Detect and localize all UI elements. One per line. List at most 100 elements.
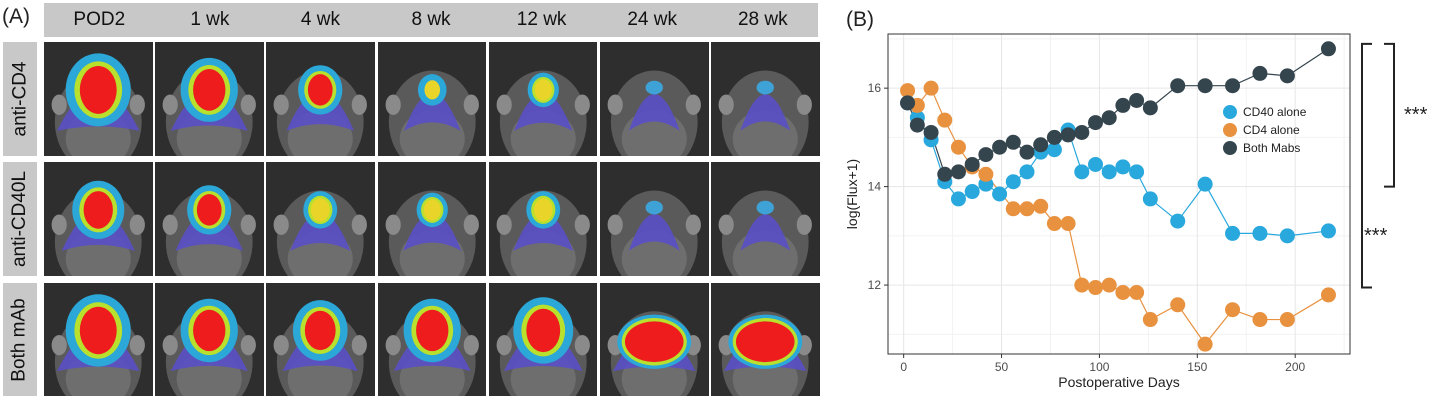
flux-chart: (B) 0 50 100 150 200 12 14 16 Postoperative Days… — [844, 8, 1428, 390]
column-header-pod2: POD2 — [73, 9, 126, 30]
data-point-s3 — [1088, 115, 1104, 131]
data-point-s1 — [1170, 213, 1186, 229]
data-point-s2 — [900, 83, 916, 99]
mouse-image-r1-c2 — [155, 42, 264, 156]
x-tick-label: 200 — [1285, 360, 1305, 374]
data-point-s3 — [1129, 92, 1145, 108]
legend-label-2: CD4 alone — [1243, 123, 1300, 137]
data-point-s3 — [1142, 100, 1158, 116]
data-point-s1 — [1225, 225, 1241, 241]
data-point-s2 — [923, 80, 939, 96]
mouse-image-r3-c7 — [711, 283, 820, 396]
data-point-s1 — [1074, 164, 1090, 180]
mouse-image-r2-c2 — [155, 162, 264, 276]
plot-border — [887, 33, 1351, 355]
data-point-s3 — [1320, 41, 1336, 57]
data-point-s2 — [1170, 297, 1186, 313]
mouse-image-r2-c6 — [600, 162, 709, 276]
mouse-image-r3-c2 — [155, 283, 264, 396]
data-point-s1 — [992, 186, 1008, 202]
y-tick-label: 14 — [868, 180, 882, 194]
mouse-image-r1-c4 — [377, 42, 487, 156]
data-point-s1 — [1101, 164, 1117, 180]
legend-marker-2 — [1223, 123, 1237, 137]
data-point-s3 — [1197, 78, 1213, 94]
significance-label-top: *** — [1404, 104, 1428, 126]
data-point-s3 — [1225, 78, 1241, 94]
data-point-s2 — [1115, 284, 1131, 300]
mouse-image-r1-c3 — [266, 42, 375, 156]
data-point-s2 — [1101, 277, 1117, 293]
data-point-s3 — [1279, 68, 1295, 84]
column-header-28wk: 28 wk — [737, 9, 788, 30]
mouse-image-r2-c7 — [711, 162, 820, 276]
row-header-anti-cd40l: anti-CD40L — [3, 162, 37, 276]
mouse-image-r3-c3 — [266, 283, 375, 396]
data-point-s2 — [1005, 201, 1021, 217]
data-point-s3 — [950, 164, 966, 180]
panel-b-label: (B) — [846, 8, 874, 31]
legend-label-1: CD40 alone — [1243, 105, 1307, 119]
mouse-image-r1-c7 — [711, 42, 820, 156]
y-tick-label: 12 — [868, 278, 882, 292]
data-point-s2 — [1033, 198, 1049, 214]
column-header-12wk: 12 wk — [516, 9, 567, 30]
mouse-image-r3-c5 — [488, 283, 598, 396]
data-point-s1 — [964, 184, 980, 200]
column-header-strip: POD2 1 wk 4 wk 8 wk 12 wk 24 wk 28 wk — [44, 3, 818, 37]
data-point-s3 — [937, 166, 953, 182]
column-header-8wk: 8 wk — [411, 9, 451, 30]
data-point-s2 — [978, 166, 994, 182]
data-point-s3 — [1252, 65, 1268, 81]
data-point-s1 — [1088, 156, 1104, 172]
data-point-s3 — [909, 117, 925, 133]
column-header-1wk: 1 wk — [190, 9, 230, 30]
mouse-image-r1-c6 — [600, 42, 709, 156]
data-point-s1 — [1005, 174, 1021, 190]
mouse-image-r3-c4 — [377, 283, 487, 396]
data-point-s1 — [950, 191, 966, 207]
bioluminescence-image-grid — [44, 42, 820, 396]
data-point-s3 — [1115, 97, 1131, 113]
data-point-s3 — [1019, 144, 1035, 160]
data-point-s2 — [1225, 302, 1241, 318]
plot-area — [888, 34, 1350, 354]
mouse-image-r3-c1 — [44, 283, 153, 396]
column-header-4wk: 4 wk — [300, 9, 340, 30]
data-point-s1 — [1142, 191, 1158, 207]
data-point-s1 — [1320, 223, 1336, 239]
data-point-s3 — [1170, 78, 1186, 94]
data-point-s3 — [900, 95, 916, 111]
mouse-image-r2-c1 — [44, 162, 153, 276]
y-axis-title: log(Flux+1) — [844, 159, 860, 229]
legend-label-3: Both Mabs — [1243, 141, 1300, 155]
significance-bracket-top — [1384, 42, 1395, 188]
column-header-24wk: 24 wk — [627, 9, 677, 30]
mouse-image-r3-c6 — [600, 283, 709, 396]
data-point-s3 — [992, 139, 1008, 155]
data-point-s2 — [1129, 284, 1145, 300]
row-header-label: Both mAb — [9, 297, 30, 382]
data-point-s2 — [1320, 287, 1336, 303]
data-point-s3 — [1033, 137, 1049, 153]
x-tick-label: 0 — [900, 360, 907, 374]
data-point-s3 — [1046, 129, 1062, 145]
data-point-s2 — [937, 112, 953, 128]
data-point-s1 — [1046, 142, 1062, 158]
y-tick-label: 16 — [868, 81, 882, 95]
data-point-s3 — [923, 124, 939, 140]
significance-label-bottom: *** — [1364, 225, 1388, 247]
data-point-s2 — [1046, 216, 1062, 232]
data-point-s1 — [1115, 159, 1131, 175]
x-axis-title: Postoperative Days — [1058, 374, 1179, 390]
data-point-s2 — [1060, 216, 1076, 232]
x-tick-label: 100 — [1089, 360, 1109, 374]
data-point-s2 — [1279, 312, 1295, 328]
mouse-image-r2-c3 — [266, 162, 375, 276]
mouse-image-r2-c5 — [488, 162, 598, 276]
data-point-s2 — [1019, 201, 1035, 217]
row-header-label: anti-CD4 — [9, 61, 31, 137]
mouse-image-r1-c5 — [488, 42, 598, 156]
panel-a-label: (A) — [2, 5, 30, 28]
data-point-s2 — [1088, 280, 1104, 296]
